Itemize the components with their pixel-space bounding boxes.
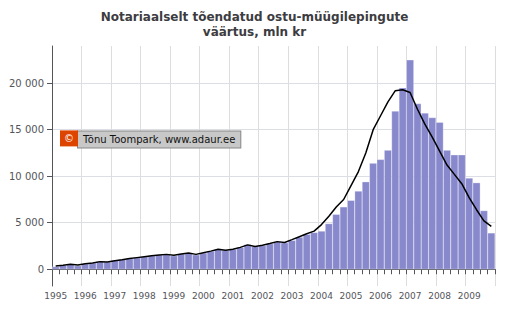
svg-text:2004: 2004	[310, 291, 333, 301]
svg-text:1996: 1996	[74, 291, 97, 301]
svg-text:5 000: 5 000	[15, 217, 44, 228]
svg-text:15 000: 15 000	[9, 124, 44, 135]
svg-text:1998: 1998	[133, 291, 156, 301]
svg-text:2002: 2002	[251, 291, 274, 301]
svg-text:väärtus, mln kr: väärtus, mln kr	[203, 25, 306, 39]
svg-text:2003: 2003	[281, 291, 304, 301]
svg-text:0: 0	[38, 264, 44, 275]
svg-text:2008: 2008	[428, 291, 451, 301]
svg-text:1995: 1995	[44, 291, 67, 301]
svg-text:1997: 1997	[103, 291, 126, 301]
svg-text:Notariaalselt tõendatud ostu-m: Notariaalselt tõendatud ostu-müügileping…	[101, 10, 409, 24]
svg-text:1999: 1999	[162, 291, 185, 301]
svg-text:10 000: 10 000	[9, 171, 44, 182]
svg-text:2006: 2006	[369, 291, 392, 301]
svg-text:2001: 2001	[221, 291, 244, 301]
svg-text:Tõnu Toompark, www.adaur.ee: Tõnu Toompark, www.adaur.ee	[82, 134, 235, 145]
svg-text:2007: 2007	[399, 291, 422, 301]
svg-text:20 000: 20 000	[9, 78, 44, 89]
svg-text:©: ©	[64, 133, 74, 144]
svg-text:2000: 2000	[192, 291, 215, 301]
svg-text:2009: 2009	[458, 291, 481, 301]
svg-text:2005: 2005	[340, 291, 363, 301]
